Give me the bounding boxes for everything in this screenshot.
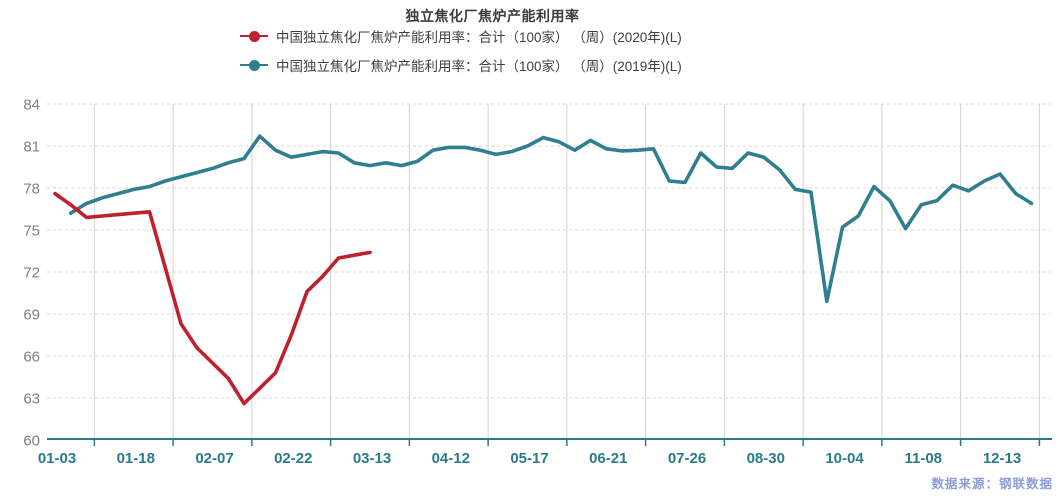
data-source-watermark: 数据来源：钢联数据 [931,477,1053,491]
series-line-2020 [53,191,372,406]
x-axis-tick-label: 07-26 [668,450,706,467]
legend-item-2019: 中国独立焦化厂焦炉产能利用率：合计（100家） （周）(2019年)(L) [240,55,682,75]
chart-legend: 中国独立焦化厂焦炉产能利用率：合计（100家） （周）(2020年)(L) 中国… [240,26,682,84]
x-axis-tick-label: 01-18 [117,450,155,467]
x-axis-tick-label: 02-07 [195,450,233,467]
legend-marker-2020-icon [240,30,268,42]
x-axis-tick-label: 04-12 [432,450,470,467]
x-axis-tick-label: 08-30 [747,450,785,467]
y-axis-tick-label: 69 [23,307,40,324]
x-axis-tick-label: 10-04 [825,450,864,467]
legend-marker-2019-icon [240,59,268,71]
y-axis-tick-label: 78 [23,181,40,198]
legend-item-2020: 中国独立焦化厂焦炉产能利用率：合计（100家） （周）(2020年)(L) [240,26,682,46]
legend-label-2020: 中国独立焦化厂焦炉产能利用率：合计（100家） （周）(2020年)(L) [276,30,682,45]
x-axis-tick-label: 02-22 [274,450,312,467]
x-axis-tick-label: 01-03 [38,450,76,467]
x-axis-tick-label: 12-13 [983,450,1021,467]
y-axis-tick-label: 66 [23,349,40,366]
legend-label-2019: 中国独立焦化厂焦炉产能利用率：合计（100家） （周）(2019年)(L) [276,59,682,74]
y-axis-tick-label: 63 [23,391,40,408]
y-axis-tick-label: 84 [23,97,40,114]
y-axis-tick-label: 72 [23,265,40,282]
x-axis-tick-label: 06-21 [589,450,627,467]
x-axis-tick-label: 03-13 [353,450,391,467]
x-axis-tick-label: 11-08 [904,450,942,467]
y-axis-tick-label: 81 [23,139,40,156]
x-axis-tick-label: 05-17 [510,450,548,467]
y-axis-tick-label: 75 [23,223,40,240]
chart-title: 独立焦化厂焦炉产能利用率 [405,8,580,24]
y-axis-tick-label: 60 [23,433,40,450]
series-line-2019 [69,134,1034,304]
